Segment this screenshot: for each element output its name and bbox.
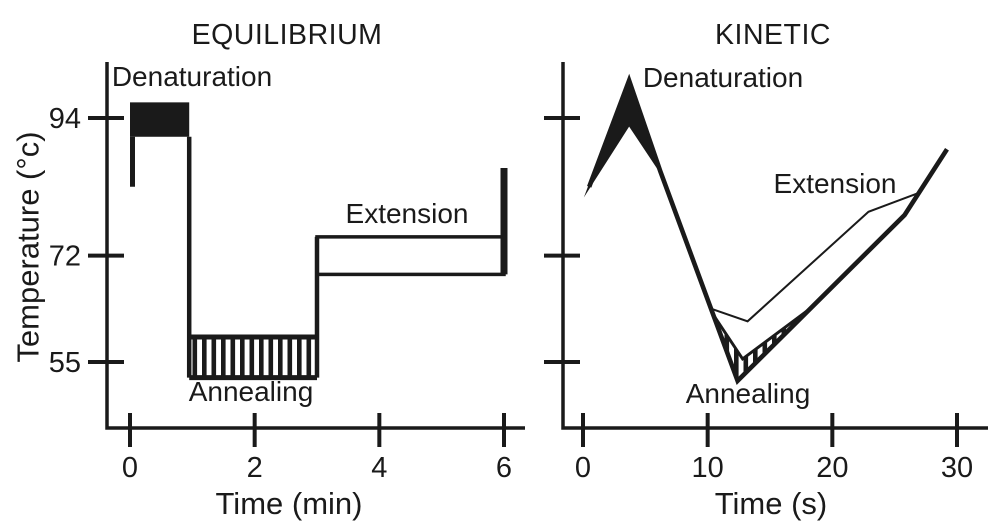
annealing-window-boundary — [710, 307, 811, 362]
x-tick-label: 6 — [496, 452, 512, 484]
kinetic-annealing-label: Annealing — [685, 378, 811, 409]
equilibrium-panel: 94 72 55 0 2 4 6 — [49, 62, 525, 484]
x-tick-label: 2 — [247, 452, 263, 484]
secondary-trace — [711, 192, 919, 323]
kinetic-panel: 0 10 20 30 — [544, 62, 988, 484]
denaturation-band — [130, 102, 190, 137]
x-tick-label: 30 — [941, 452, 973, 484]
denaturation-spike — [583, 76, 665, 198]
extension-band — [315, 235, 506, 277]
equilibrium-extension-label: Extension — [345, 198, 469, 229]
equilibrium-denaturation-label: Denaturation — [111, 61, 273, 92]
y-tick-label: 72 — [49, 241, 81, 273]
x-tick-label: 20 — [816, 452, 848, 484]
equilibrium-x-axis-label: Time (min) — [215, 486, 363, 521]
axis — [105, 62, 525, 430]
kinetic-denaturation-label: Denaturation — [642, 62, 804, 93]
x-tick-label: 0 — [575, 452, 591, 484]
kinetic-extension-label: Extension — [773, 168, 897, 199]
x-tick-label: 4 — [371, 452, 387, 484]
axis — [561, 62, 988, 430]
x-tick-label: 0 — [122, 452, 138, 484]
y-tick-label: 55 — [49, 347, 81, 379]
y-axis-label: Temperature (°c) — [10, 131, 46, 363]
kinetic-x-axis-label: Time (s) — [714, 486, 828, 521]
annealing-window-hatch — [711, 308, 810, 381]
kinetic-chart-title: KINETIC — [715, 19, 831, 51]
x-tick-label: 10 — [692, 452, 724, 484]
annealing-band — [189, 336, 317, 378]
y-tick-label: 94 — [49, 103, 81, 135]
equilibrium-annealing-label: Annealing — [188, 376, 314, 407]
equilibrium-chart-title: EQUILIBRIUM — [191, 19, 383, 51]
